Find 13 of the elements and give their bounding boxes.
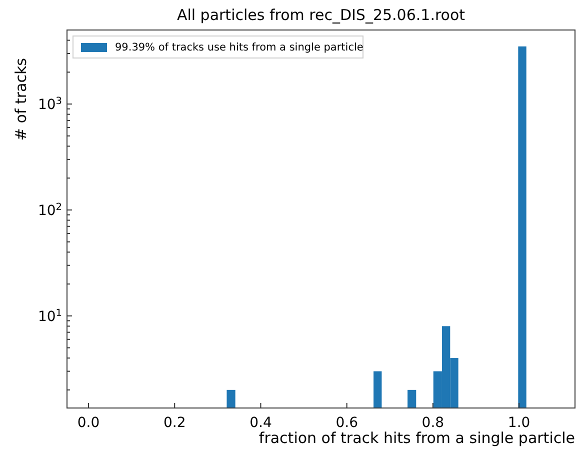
x-tick-label: 0.0	[77, 415, 100, 431]
y-tick-label: 10$^{1}$	[38, 307, 62, 325]
x-tick-label: 0.4	[250, 415, 272, 431]
y-tick-label: 10$^{3}$	[38, 95, 62, 113]
x-tick-label: 1.0	[508, 415, 530, 431]
chart-title: All particles from rec_DIS_25.06.1.root	[176, 6, 466, 24]
y-axis-title: # of tracks	[12, 58, 30, 141]
legend-label: 99.39% of tracks use hits from a single particle	[115, 42, 364, 54]
x-tick-label: 0.6	[336, 415, 358, 431]
x-tick-label: 0.2	[163, 415, 186, 431]
y-tick-label: 10$^{2}$	[38, 201, 62, 219]
x-axis-title: fraction of track hits from a single particle	[258, 429, 575, 447]
x-tick-label: 0.8	[422, 415, 444, 431]
